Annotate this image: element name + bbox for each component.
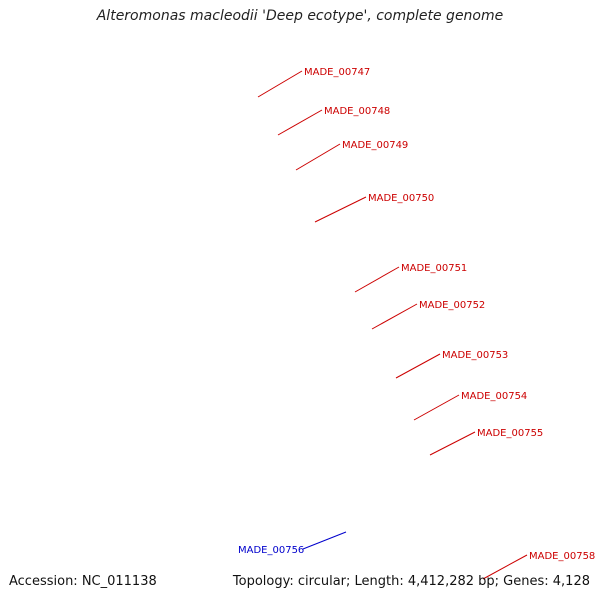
gene-leader-line [395,353,441,379]
gene-leader-line [354,266,400,293]
gene-leader-line [314,196,367,223]
gene-label: MADE_00754 [461,391,527,402]
gene-leader-line [482,554,528,580]
gene-label: MADE_00756 [238,545,304,556]
gene-label: MADE_00758 [529,551,595,562]
gene-label: MADE_00755 [477,428,543,439]
gene-leader-line [257,70,303,98]
gene-leader-line [302,531,347,550]
gene-leader-line [295,143,341,171]
gene-label: MADE_00748 [324,106,390,117]
map-title: Alteromonas macleodii 'Deep ecotype', co… [96,8,504,24]
gene-leader-line [277,109,323,136]
gene-label: MADE_00753 [442,350,508,361]
gene-label: MADE_00752 [419,300,485,311]
topology-text: Topology: circular; Length: 4,412,282 bp… [232,574,590,589]
gene-leader-line [413,394,460,421]
accession-text: Accession: NC_011138 [9,574,157,589]
gene-leader-line [371,303,418,330]
gene-leader-line [429,431,476,456]
gene-label: MADE_00751 [401,263,467,274]
gene-label: MADE_00749 [342,140,408,151]
gene-label: MADE_00747 [304,67,370,78]
gene-label: MADE_00750 [368,193,434,204]
